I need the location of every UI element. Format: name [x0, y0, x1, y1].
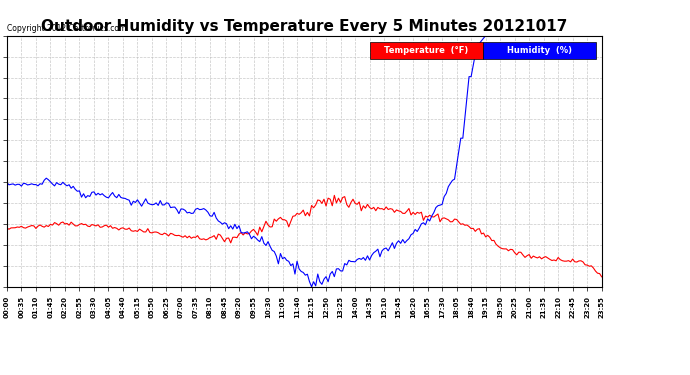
- Text: Humidity  (%): Humidity (%): [506, 46, 572, 55]
- Title: Outdoor Humidity vs Temperature Every 5 Minutes 20121017: Outdoor Humidity vs Temperature Every 5 …: [41, 20, 567, 34]
- FancyBboxPatch shape: [483, 42, 595, 60]
- Text: Temperature  (°F): Temperature (°F): [384, 46, 469, 55]
- Text: Copyright 2012 Cartronics.com: Copyright 2012 Cartronics.com: [7, 24, 126, 33]
- FancyBboxPatch shape: [370, 42, 483, 60]
